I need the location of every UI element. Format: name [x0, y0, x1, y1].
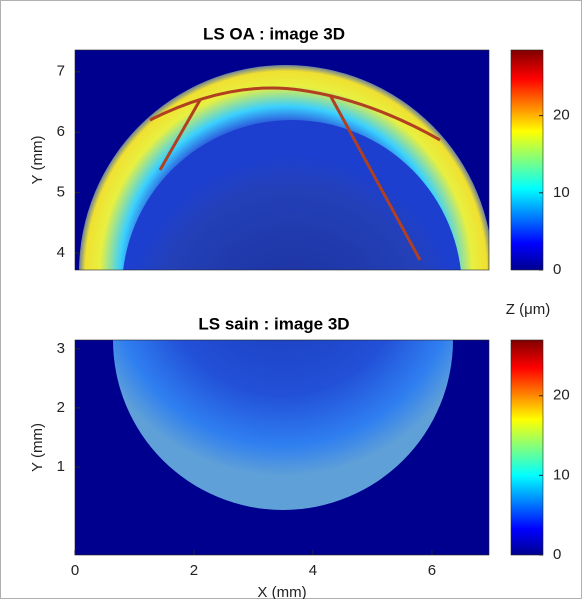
colorbar — [510, 339, 544, 556]
y-tick-label: 7 — [57, 63, 65, 80]
y-tick-label: 6 — [57, 123, 65, 140]
plot-title: LS sain : image 3D — [198, 314, 349, 333]
image-bottom — [75, 340, 489, 555]
plot-box — [74, 49, 490, 271]
image-top — [75, 50, 489, 270]
plot-title: LS OA : image 3D — [203, 24, 345, 43]
y-tick-label: 4 — [57, 244, 65, 261]
colorbar-tick-label: 20 — [553, 107, 570, 124]
y-tick-label: 1 — [57, 458, 65, 475]
y-tick-label: 5 — [57, 184, 65, 201]
y-tick-label: 3 — [57, 340, 65, 357]
colorbar-tick-label: 10 — [553, 184, 570, 201]
x-tick-label: 0 — [71, 562, 79, 579]
colorbar-tick-label: 0 — [553, 261, 561, 278]
y-tick-label: 2 — [57, 399, 65, 416]
x-axis-label: X (mm) — [257, 584, 306, 599]
x-tick-label: 4 — [309, 562, 317, 579]
x-tick-label: 2 — [190, 562, 198, 579]
colorbar-tick-label: 20 — [553, 387, 570, 404]
y-axis-label: Y (mm) — [29, 423, 46, 472]
plot-box — [74, 339, 490, 556]
y-axis-label: Y (mm) — [29, 136, 46, 185]
x-tick-label: 6 — [428, 562, 436, 579]
colorbar-label: Z (μm) — [506, 301, 550, 318]
colorbar — [510, 49, 544, 271]
colorbar-tick-label: 10 — [553, 466, 570, 483]
colorbar-tick-label: 0 — [553, 546, 561, 563]
